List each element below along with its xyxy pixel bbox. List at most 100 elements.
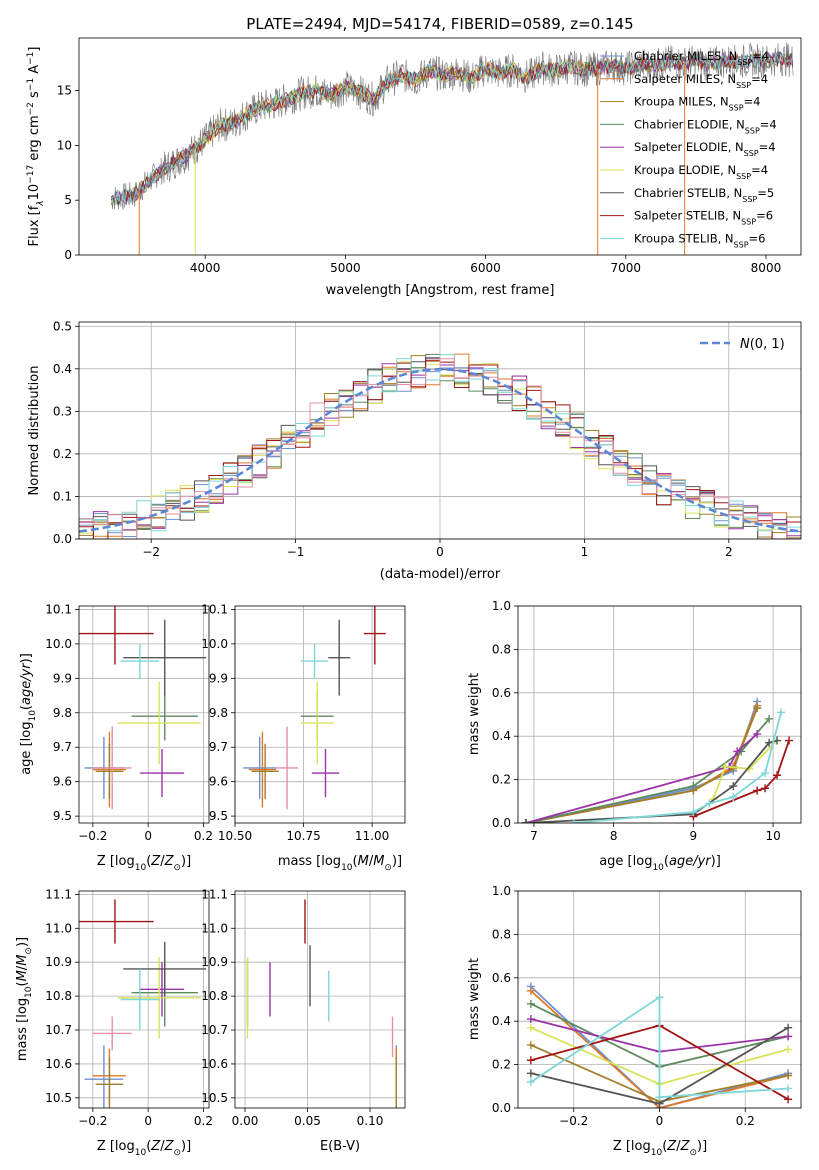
weight-marker [521, 819, 530, 823]
weight-marker [526, 1056, 535, 1065]
y-tick-label: 9.8 [209, 706, 228, 720]
weight-marker [526, 1077, 535, 1086]
y-tick-label: 15 [57, 84, 72, 98]
y-tick-label: 10.0 [201, 637, 228, 651]
label-part: =6 [749, 231, 766, 245]
x-tick-label: 5000 [330, 261, 361, 275]
plot-area [521, 697, 794, 823]
weight-marker [753, 730, 762, 739]
axes-frame [234, 890, 406, 1109]
plot-area [79, 899, 207, 1108]
y-tick-label: 0.0 [53, 532, 72, 546]
label-part: / [160, 1139, 165, 1154]
label-part: ( [15, 981, 30, 986]
y-tick-label: 0.4 [53, 362, 72, 376]
y-tick-label: 0.4 [492, 1014, 511, 1028]
y-tick-label: 0.5 [53, 319, 72, 333]
weight-line [712, 739, 778, 800]
error-bar-point [123, 941, 207, 997]
spectrum-panel: 4000 5000 6000 7000 8000 0 5 10 15 Chabrier MILES… [26, 37, 802, 298]
axes-frame [78, 37, 802, 256]
axes: −0.2 0 0.2 0.0 0.2 0.4 0.6 0.8 1.0 [492, 884, 802, 1128]
x-axis-label: E(B-V) [320, 1139, 360, 1154]
axes: 7 8 9 10 0.0 0.2 0.4 0.6 0.8 1.0 [492, 599, 802, 843]
subscript: ⊙ [689, 1148, 697, 1158]
y-tick-label: 0.8 [492, 927, 511, 941]
error-bar-point [123, 619, 207, 696]
weight-marker [773, 771, 782, 780]
label-part: (0, 1) [750, 337, 785, 352]
model-spectrum [110, 51, 793, 204]
label-part: )] [19, 653, 34, 663]
label-part: Z [666, 1139, 677, 1154]
x-tick-label: 0.2 [194, 1114, 213, 1128]
subscript: 10 [341, 863, 353, 873]
weight-marker [777, 708, 786, 717]
label-part: / [15, 965, 30, 970]
residuals-histogram-panel: −2 −1 0 1 2 0.0 0.1 0.2 0.3 0.4 0.5 N(0, 1) (data-mo… [27, 319, 802, 582]
weight-series [526, 993, 793, 1102]
model-spectrum [110, 52, 793, 204]
label-part: erg cm [27, 115, 42, 164]
label-part: =6 [756, 209, 773, 223]
x-axis-label: mass [log10(M/M⊙)] [278, 854, 402, 873]
error-bar-point [248, 731, 277, 808]
label-part: Z [150, 1139, 161, 1154]
y-tick-label: 10.5 [201, 1091, 228, 1105]
axes: −0.2 0 0.2 10.5 10.6 10.7 10.8 10.9 11.0 11.1 [45, 887, 213, 1128]
y-tick-label: 1.0 [492, 599, 511, 613]
x-tick-label: 7000 [610, 261, 641, 275]
legend-entry: N(0, 1) [740, 337, 785, 352]
x-tick-label: −0.2 [559, 1114, 588, 1128]
y-tick-label: 10.1 [45, 602, 72, 616]
x-axis-label: wavelength [Angstrom, rest frame] [326, 283, 555, 298]
label-part: ( [146, 854, 151, 869]
axes: −0.2 0 0.2 9.5 9.6 9.7 9.8 9.9 10.0 10.1 [45, 602, 213, 843]
error-bar-point [79, 606, 154, 665]
x-tick-label: 0 [436, 545, 444, 559]
y-tick-label: 10.6 [45, 1057, 72, 1071]
error-bar-point [117, 681, 201, 765]
error-bar-point [117, 957, 201, 1039]
subscript: SSP [741, 217, 756, 226]
error-bar-point [120, 643, 160, 679]
y-tick-label: 0.2 [492, 773, 511, 787]
weight-marker [526, 1023, 535, 1032]
weight-marker [526, 1041, 535, 1050]
weight-marker [753, 703, 762, 712]
axes-frame [234, 605, 406, 824]
weight-marker [765, 714, 774, 723]
y-tick-label: 10.1 [201, 602, 228, 616]
error-bar-point [84, 1045, 124, 1108]
y-tick-label: 9.9 [209, 671, 228, 685]
x-axis-label: (data-model)/error [380, 567, 501, 582]
label-part: ( [353, 854, 358, 869]
axes-frame [78, 890, 210, 1109]
x-tick-label: 0 [144, 829, 152, 843]
subscript: ⊙ [173, 863, 181, 873]
y-tick-label: 0.1 [53, 489, 72, 503]
label-part: )] [392, 854, 402, 869]
weight-marker [526, 1069, 535, 1078]
y-axis-label: mass weight [467, 673, 482, 755]
y-tick-label: 10.5 [45, 1091, 72, 1105]
weight-marker [569, 819, 578, 823]
legend-entry: Salpeter STELIB, NSSP=6 [634, 209, 773, 227]
weight-marker [526, 986, 535, 995]
label-part: )] [711, 854, 721, 869]
y-tick-label: 10.8 [201, 989, 228, 1003]
y-tick-label: 0 [64, 248, 72, 262]
x-tick-label: 0.00 [232, 1114, 259, 1128]
y-tick-label: 0.6 [492, 971, 511, 985]
weight-vs-age-panel: 7 8 9 10 0.0 0.2 0.4 0.6 0.8 1.0 age [log10(age/yr… [467, 599, 802, 873]
gaussian-reference [79, 367, 801, 533]
weight-marker [784, 1071, 793, 1080]
error-bar-point [120, 968, 160, 1031]
weight-marker [689, 782, 698, 791]
y-tick-label: 11.0 [45, 921, 72, 935]
y-tick-label: 0.6 [492, 686, 511, 700]
plot-area [79, 353, 801, 539]
subscript: λ [36, 200, 46, 206]
x-tick-label: 9 [690, 829, 698, 843]
